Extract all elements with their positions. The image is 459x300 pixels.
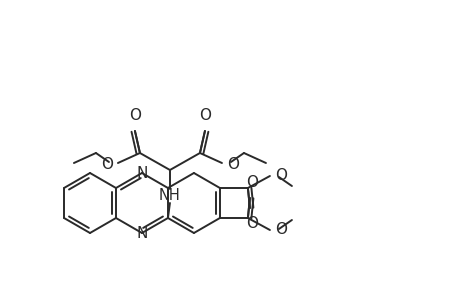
Text: O: O [274,223,286,238]
Text: O: O [226,157,238,172]
Text: O: O [129,108,140,123]
Text: O: O [246,175,257,190]
Text: N: N [136,226,147,241]
Text: O: O [198,108,211,123]
Text: NH: NH [159,188,180,203]
Text: O: O [246,216,257,231]
Text: O: O [274,169,286,184]
Text: O: O [101,157,113,172]
Text: N: N [136,166,147,181]
